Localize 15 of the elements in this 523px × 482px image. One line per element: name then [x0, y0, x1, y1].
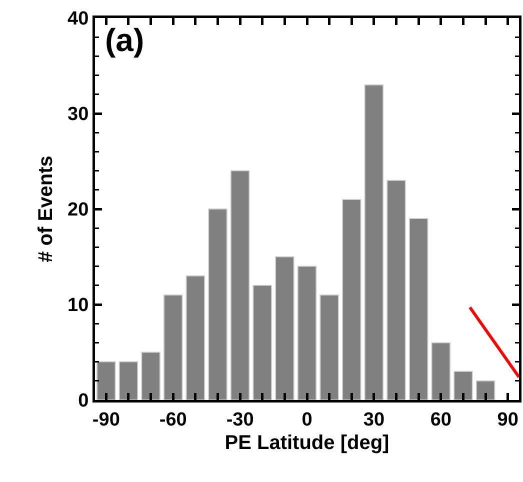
y-axis-title: # of Events [34, 156, 57, 262]
x-tick-label: -90 [92, 409, 120, 430]
x-tick-label: 0 [302, 409, 312, 430]
x-tick-label: -30 [226, 409, 254, 430]
y-tick-label: 20 [68, 200, 89, 221]
y-tick-label: 0 [78, 390, 89, 412]
y-tick-label: 10 [68, 295, 89, 316]
x-tick-label: -60 [159, 409, 187, 430]
x-axis-title: PE Latitude [deg] [224, 432, 390, 454]
y-tick-label: 40 [68, 8, 89, 30]
annotation: (a) [105, 22, 144, 58]
x-tick-label: 90 [497, 409, 518, 430]
x-tick-label: 60 [430, 409, 452, 430]
y-tick-label: 30 [68, 104, 89, 126]
x-tick-label: 30 [363, 409, 385, 430]
